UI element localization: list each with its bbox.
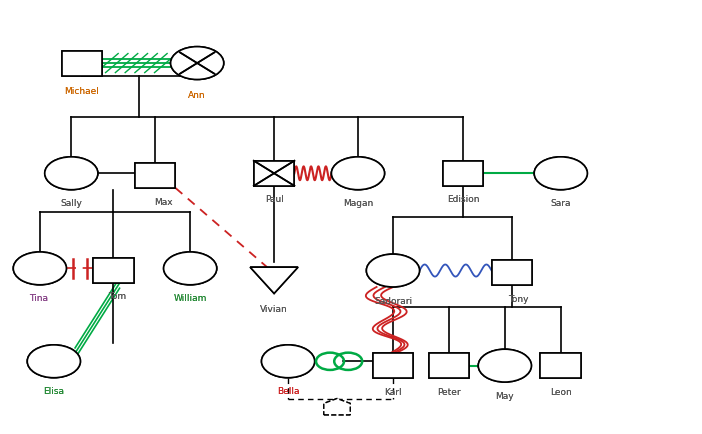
FancyBboxPatch shape: [254, 161, 294, 186]
Text: Edision: Edision: [446, 195, 479, 204]
Circle shape: [13, 252, 67, 285]
Polygon shape: [250, 267, 298, 294]
Text: Peter: Peter: [437, 387, 461, 396]
Text: Tina: Tina: [29, 293, 48, 302]
Circle shape: [13, 252, 67, 285]
Circle shape: [45, 158, 98, 190]
FancyBboxPatch shape: [135, 164, 176, 188]
Text: Ann: Ann: [188, 91, 206, 100]
Text: May: May: [496, 391, 514, 400]
Text: May: May: [496, 391, 514, 400]
Circle shape: [262, 345, 314, 378]
Text: Tony: Tony: [508, 294, 529, 303]
Text: Magan: Magan: [343, 199, 373, 208]
FancyBboxPatch shape: [429, 353, 469, 378]
FancyBboxPatch shape: [429, 353, 469, 378]
Text: Sadorari: Sadorari: [374, 296, 412, 305]
Text: Sally: Sally: [60, 199, 82, 208]
FancyBboxPatch shape: [541, 353, 581, 378]
Circle shape: [27, 345, 81, 378]
Text: Leon: Leon: [550, 387, 571, 396]
Circle shape: [534, 158, 588, 190]
FancyBboxPatch shape: [442, 161, 483, 186]
Text: Tina: Tina: [29, 293, 48, 302]
Text: Tom: Tom: [107, 291, 126, 300]
FancyBboxPatch shape: [254, 161, 294, 186]
Circle shape: [171, 48, 224, 80]
Text: Bella: Bella: [277, 386, 299, 395]
Text: Elisa: Elisa: [44, 386, 65, 395]
Text: Vivian: Vivian: [260, 305, 288, 313]
Text: Ann: Ann: [188, 91, 206, 100]
Circle shape: [331, 158, 385, 190]
Circle shape: [27, 345, 81, 378]
Text: Sara: Sara: [550, 199, 571, 208]
Polygon shape: [324, 398, 350, 415]
FancyBboxPatch shape: [135, 164, 176, 188]
Text: Tom: Tom: [107, 291, 126, 300]
FancyBboxPatch shape: [62, 51, 102, 76]
Polygon shape: [250, 267, 298, 294]
Text: Edision: Edision: [446, 195, 479, 204]
Circle shape: [331, 158, 385, 190]
Text: Max: Max: [154, 197, 173, 206]
Circle shape: [171, 48, 224, 80]
Text: Karl: Karl: [384, 387, 402, 396]
Circle shape: [164, 252, 217, 285]
Text: Peter: Peter: [437, 387, 461, 396]
Text: Paul: Paul: [265, 195, 284, 204]
Circle shape: [164, 252, 217, 285]
Circle shape: [262, 345, 314, 378]
Text: Paul: Paul: [265, 195, 284, 204]
Polygon shape: [324, 398, 350, 415]
FancyBboxPatch shape: [93, 258, 133, 283]
Text: Tony: Tony: [508, 294, 529, 303]
Text: Sally: Sally: [60, 199, 82, 208]
FancyBboxPatch shape: [442, 161, 483, 186]
Text: William: William: [173, 293, 207, 302]
Circle shape: [534, 158, 588, 190]
FancyBboxPatch shape: [93, 258, 133, 283]
Circle shape: [366, 254, 420, 287]
FancyBboxPatch shape: [62, 51, 102, 76]
Text: Sadorari: Sadorari: [374, 296, 412, 305]
Text: Bella: Bella: [277, 386, 299, 395]
Text: Max: Max: [154, 197, 173, 206]
Text: Magan: Magan: [343, 199, 373, 208]
FancyBboxPatch shape: [373, 353, 413, 378]
Circle shape: [45, 158, 98, 190]
Text: Vivian: Vivian: [260, 305, 288, 313]
Text: Michael: Michael: [65, 87, 99, 96]
FancyBboxPatch shape: [541, 353, 581, 378]
FancyBboxPatch shape: [491, 260, 532, 286]
FancyBboxPatch shape: [491, 260, 532, 286]
Text: William: William: [173, 293, 207, 302]
Text: Karl: Karl: [384, 387, 402, 396]
Text: Elisa: Elisa: [44, 386, 65, 395]
Circle shape: [478, 349, 531, 382]
Text: Leon: Leon: [550, 387, 571, 396]
Circle shape: [366, 254, 420, 287]
FancyBboxPatch shape: [373, 353, 413, 378]
Text: Sara: Sara: [550, 199, 571, 208]
Circle shape: [478, 349, 531, 382]
Text: Michael: Michael: [65, 87, 99, 96]
